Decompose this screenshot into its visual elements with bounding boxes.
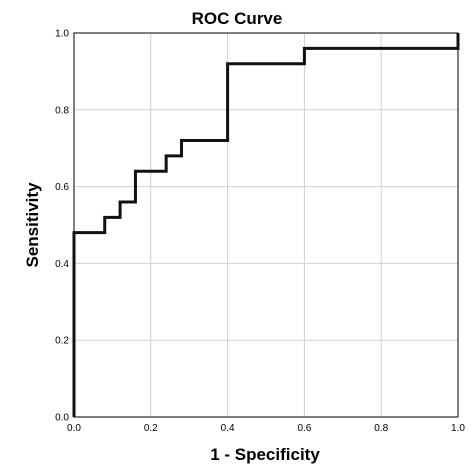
series-group [72,33,460,417]
x-tick-label: 0.4 [221,423,235,434]
y-tick-label: 1.0 [55,29,69,40]
x-tick-label: 0.0 [67,423,81,434]
roc-curve-line [72,33,460,417]
chart-title: ROC Curve [192,9,283,28]
plot-frame [73,32,459,418]
y-tick-label: 0.6 [55,182,69,193]
grid-lines [74,33,458,417]
y-tick-label: 0.8 [55,105,69,116]
x-axis-label: 1 - Specificity [210,445,320,464]
x-tick-label: 0.2 [144,423,158,434]
y-tick-label: 0.2 [55,336,69,347]
y-tick-labels: 0.0 0.2 0.4 0.6 0.8 1.0 [55,29,69,424]
y-axis-label: Sensitivity [23,182,42,268]
x-tick-label: 0.8 [374,423,388,434]
x-tick-labels: 0.0 0.2 0.4 0.6 0.8 1.0 [67,423,465,434]
y-tick-label: 0.0 [55,413,69,424]
x-tick-label: 0.6 [297,423,311,434]
y-tick-label: 0.4 [55,259,69,270]
x-tick-label: 1.0 [451,423,465,434]
